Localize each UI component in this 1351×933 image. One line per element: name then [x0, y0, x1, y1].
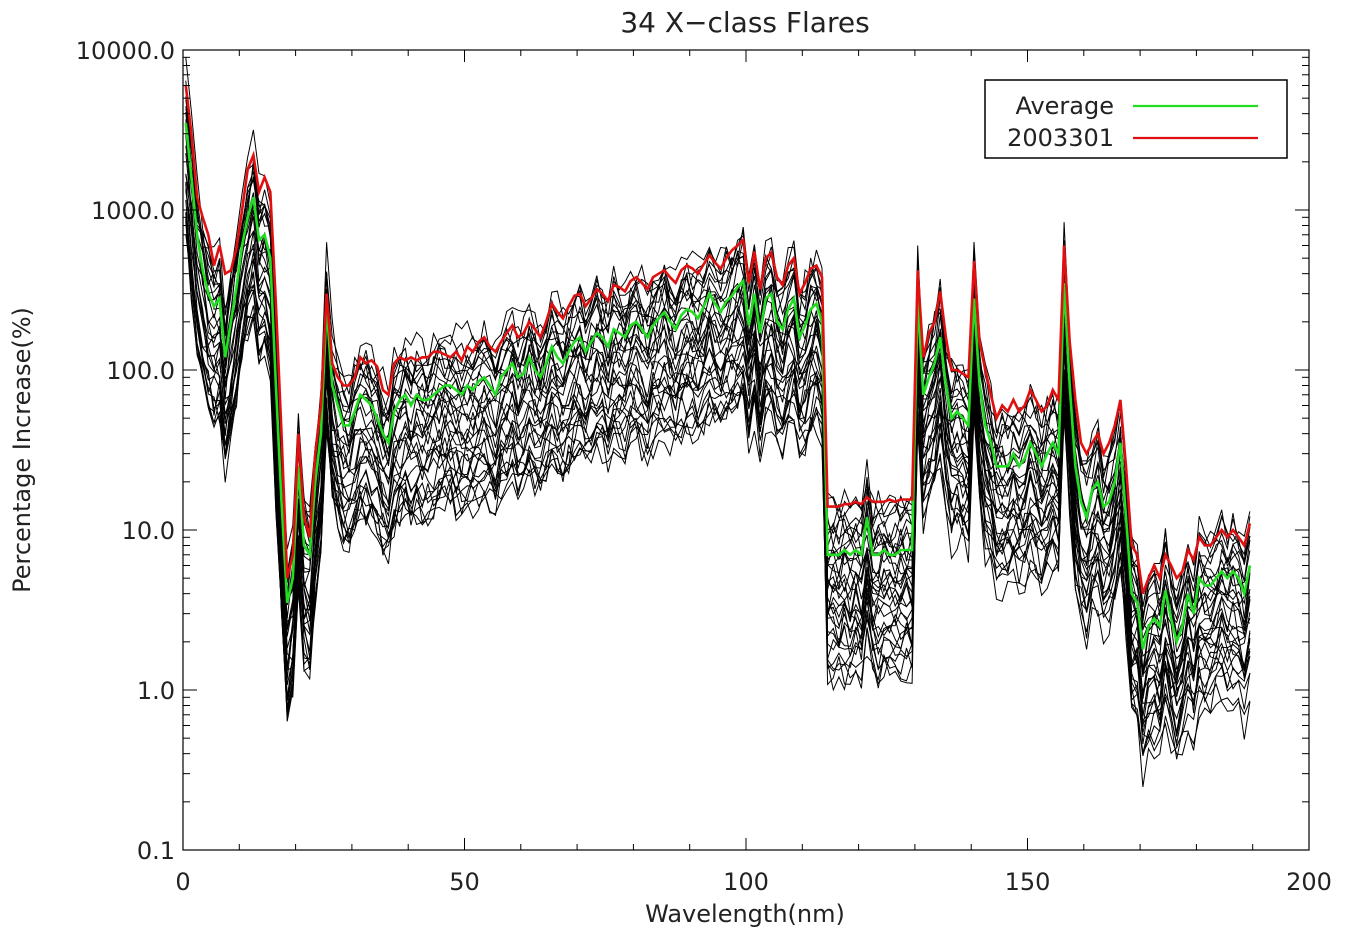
flare-line: [185, 119, 1251, 633]
series-lines: [184, 85, 1252, 650]
flare-line: [185, 145, 1251, 698]
flare-line: [185, 212, 1251, 736]
y-axis: 0.1 1.0 10.0 100.0 1000.0 10000.0: [76, 37, 1309, 865]
flare-line: [185, 213, 1251, 733]
flare-line: [185, 221, 1251, 753]
x-axis-label: Wavelength(nm): [645, 900, 845, 928]
y-tick-label: 1000.0: [91, 197, 175, 225]
y-tick-label: 10000.0: [76, 37, 175, 65]
x-tick-label: 150: [1005, 868, 1051, 896]
x-tick-label: 0: [175, 868, 190, 896]
legend-label: 2003301: [1007, 124, 1114, 152]
flare-line: [185, 87, 1251, 636]
y-tick-label: 0.1: [137, 837, 175, 865]
y-axis-label: Percentage Increase(%): [8, 307, 36, 593]
flare-line: [185, 174, 1251, 694]
y-tick-label: 10.0: [122, 517, 175, 545]
x-tick-label: 200: [1286, 868, 1332, 896]
y-tick-label: 1.0: [137, 677, 175, 705]
x-tick-label: 50: [449, 868, 480, 896]
chart-title: 34 X−class Flares: [620, 6, 869, 39]
flare-line: [185, 234, 1251, 744]
flare-line: [185, 212, 1251, 728]
y-tick-label: 100.0: [106, 357, 175, 385]
legend: Average 2003301: [984, 79, 1288, 159]
legend-box: [984, 79, 1288, 159]
x-tick-label: 100: [723, 868, 769, 896]
flare-line: [185, 219, 1251, 704]
series-line-2003301: [184, 85, 1252, 595]
ensemble-lines: [185, 57, 1251, 788]
flare-line: [185, 219, 1251, 757]
series-line-average: [184, 122, 1252, 650]
legend-label: Average: [1015, 92, 1114, 120]
x-axis: 0 50 100 150 200: [175, 50, 1332, 896]
